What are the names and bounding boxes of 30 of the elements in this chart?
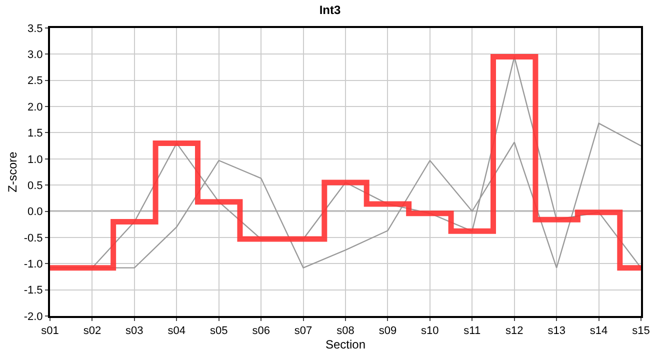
x-tick-label: s07 xyxy=(294,325,312,338)
x-tick-label: s13 xyxy=(548,325,566,338)
x-tick-label: s05 xyxy=(210,325,228,338)
x-tick-label: s12 xyxy=(505,325,524,338)
y-tick-label: 2.0 xyxy=(28,101,43,114)
x-tick-label: s14 xyxy=(590,325,608,338)
x-tick-label: s09 xyxy=(378,325,397,338)
y-tick-label: 2.5 xyxy=(28,75,43,88)
y-tick-label: -1.5 xyxy=(24,284,43,297)
y-tick-label: 1.5 xyxy=(28,128,43,140)
y-tick-label: -0.5 xyxy=(24,232,43,244)
x-axis-title: Section xyxy=(325,338,366,352)
y-tick-label: 0.0 xyxy=(28,206,43,218)
x-tick-label: s11 xyxy=(464,325,481,338)
x-tick-label: s08 xyxy=(336,325,354,338)
y-tick-label: 3.0 xyxy=(28,49,43,62)
y-tick-label: -2.0 xyxy=(24,310,43,323)
x-tick-label: s02 xyxy=(83,325,102,338)
chart-title: Int3 xyxy=(319,2,341,17)
y-tick-label: 0.5 xyxy=(28,180,43,192)
x-tick-label: s06 xyxy=(252,325,270,338)
x-tick-label: s10 xyxy=(421,325,439,338)
y-tick-label: 1.0 xyxy=(28,154,43,166)
x-tick-label: s01 xyxy=(41,325,59,338)
y-tick-label: -1.0 xyxy=(24,258,43,270)
x-tick-label: s03 xyxy=(126,325,144,338)
x-tick-label: s15 xyxy=(632,325,650,338)
x-tick-label: s04 xyxy=(168,325,186,338)
y-tick-label: 3.5 xyxy=(28,22,43,35)
y-axis-title: Z-score xyxy=(6,151,20,192)
